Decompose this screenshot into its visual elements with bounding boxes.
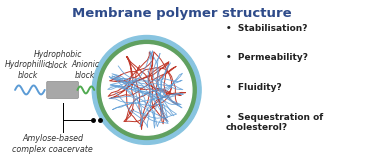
Text: Hydrophobic
block: Hydrophobic block bbox=[33, 50, 82, 70]
Text: Anionic
block: Anionic block bbox=[71, 60, 99, 80]
Text: Membrane polymer structure: Membrane polymer structure bbox=[71, 7, 291, 20]
Text: •  Sequestration of
cholesterol?: • Sequestration of cholesterol? bbox=[226, 113, 323, 132]
Circle shape bbox=[97, 40, 196, 139]
Text: •  Stabilisation?: • Stabilisation? bbox=[226, 24, 307, 33]
Text: •  Permeability?: • Permeability? bbox=[226, 53, 308, 62]
FancyBboxPatch shape bbox=[47, 81, 78, 98]
Text: Hydrophillic
block: Hydrophillic block bbox=[5, 60, 51, 80]
Circle shape bbox=[92, 35, 201, 144]
Circle shape bbox=[102, 45, 192, 135]
Text: Amylose-based
complex coacervate: Amylose-based complex coacervate bbox=[12, 134, 93, 154]
Text: •  Fluidity?: • Fluidity? bbox=[226, 83, 282, 92]
